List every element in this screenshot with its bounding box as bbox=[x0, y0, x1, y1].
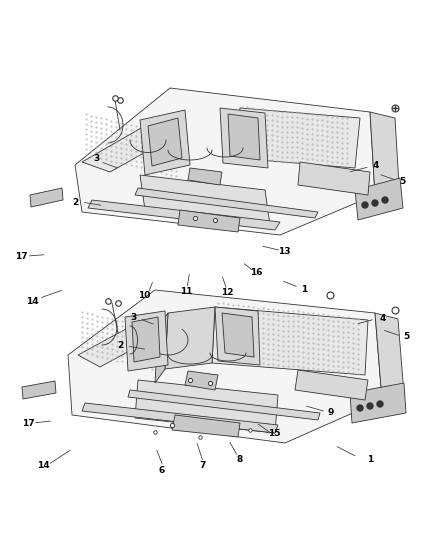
Text: 9: 9 bbox=[328, 408, 334, 417]
Text: 4: 4 bbox=[373, 161, 379, 169]
Polygon shape bbox=[178, 210, 240, 232]
Polygon shape bbox=[220, 108, 268, 168]
Polygon shape bbox=[132, 317, 160, 362]
Text: 14: 14 bbox=[26, 297, 39, 305]
Text: 5: 5 bbox=[399, 177, 405, 185]
Text: 11: 11 bbox=[180, 287, 192, 295]
Circle shape bbox=[367, 403, 373, 409]
Polygon shape bbox=[185, 371, 218, 390]
Text: 17: 17 bbox=[22, 419, 34, 428]
Text: 2: 2 bbox=[117, 341, 124, 350]
Circle shape bbox=[372, 200, 378, 206]
Polygon shape bbox=[188, 168, 222, 185]
Polygon shape bbox=[148, 118, 182, 166]
Text: 2: 2 bbox=[72, 198, 78, 207]
Circle shape bbox=[357, 405, 363, 411]
Text: 3: 3 bbox=[131, 313, 137, 321]
Polygon shape bbox=[222, 313, 254, 357]
Polygon shape bbox=[75, 88, 375, 235]
Text: 10: 10 bbox=[138, 292, 151, 300]
Polygon shape bbox=[22, 381, 56, 399]
Circle shape bbox=[362, 202, 368, 208]
Polygon shape bbox=[355, 178, 403, 220]
Polygon shape bbox=[140, 175, 270, 225]
Polygon shape bbox=[298, 162, 370, 195]
Circle shape bbox=[382, 197, 388, 203]
Text: 12: 12 bbox=[222, 288, 234, 297]
Polygon shape bbox=[212, 307, 368, 375]
Text: 8: 8 bbox=[236, 456, 242, 464]
Polygon shape bbox=[295, 370, 368, 400]
Polygon shape bbox=[68, 290, 382, 443]
Polygon shape bbox=[235, 108, 360, 168]
Text: 16: 16 bbox=[250, 268, 262, 277]
Text: 4: 4 bbox=[380, 314, 386, 322]
Polygon shape bbox=[88, 200, 280, 230]
Polygon shape bbox=[128, 390, 320, 420]
Text: 7: 7 bbox=[199, 461, 205, 470]
Text: 1: 1 bbox=[367, 455, 373, 464]
Text: 13: 13 bbox=[279, 247, 291, 256]
Polygon shape bbox=[172, 415, 240, 437]
Polygon shape bbox=[215, 307, 260, 365]
Polygon shape bbox=[228, 114, 260, 160]
Polygon shape bbox=[135, 380, 278, 433]
Polygon shape bbox=[135, 188, 318, 218]
Polygon shape bbox=[82, 120, 185, 172]
Text: 17: 17 bbox=[15, 253, 27, 261]
Polygon shape bbox=[155, 313, 168, 383]
Polygon shape bbox=[82, 403, 278, 433]
Text: 6: 6 bbox=[158, 466, 164, 474]
Polygon shape bbox=[125, 311, 168, 371]
Circle shape bbox=[377, 401, 383, 407]
Text: 1: 1 bbox=[301, 285, 307, 294]
Polygon shape bbox=[30, 188, 63, 207]
Polygon shape bbox=[370, 112, 400, 202]
Polygon shape bbox=[350, 383, 406, 423]
Text: 3: 3 bbox=[93, 155, 99, 163]
Polygon shape bbox=[78, 317, 168, 367]
Text: 5: 5 bbox=[403, 332, 410, 341]
Polygon shape bbox=[165, 307, 215, 369]
Text: 15: 15 bbox=[268, 430, 280, 438]
Polygon shape bbox=[140, 110, 190, 175]
Text: 14: 14 bbox=[37, 461, 49, 470]
Polygon shape bbox=[375, 313, 405, 407]
